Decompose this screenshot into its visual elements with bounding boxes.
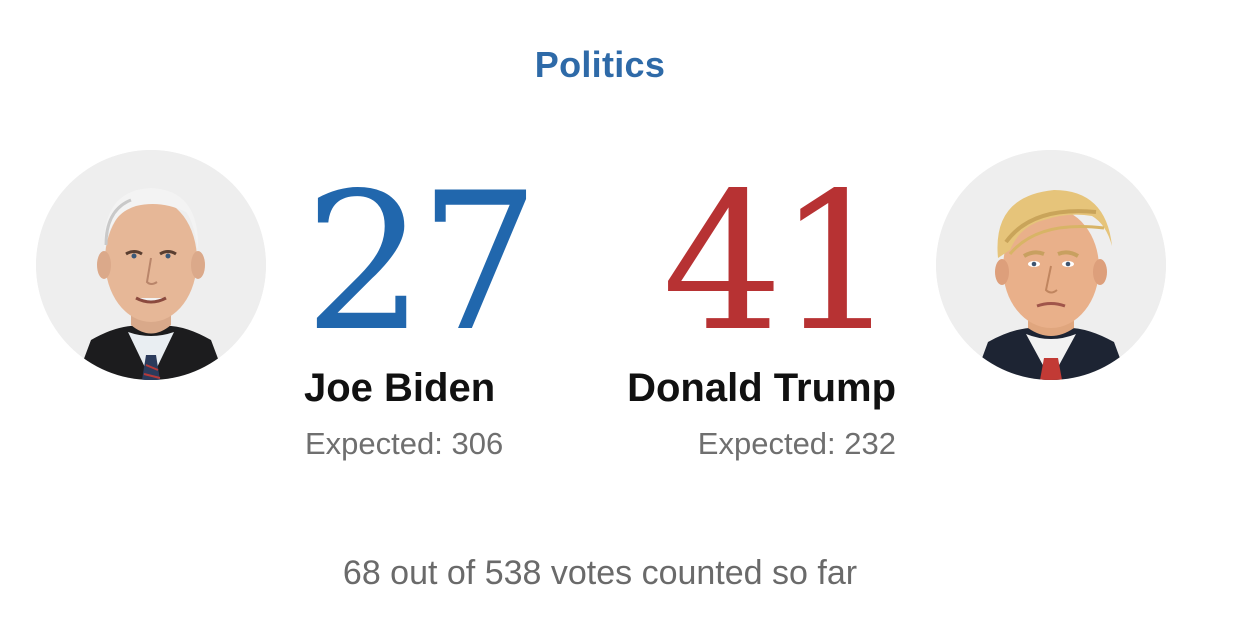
biden-portrait-icon xyxy=(36,150,266,380)
biden-electoral-votes: 27 xyxy=(304,152,540,373)
votes-counted-summary: 68 out of 538 votes counted so far xyxy=(342,554,858,592)
trump-portrait-icon xyxy=(936,150,1166,380)
biden-avatar xyxy=(36,150,266,380)
biden-expected: Expected: 306 xyxy=(305,426,504,461)
biden-name: Joe Biden xyxy=(304,366,496,410)
trump-expected: Expected: 232 xyxy=(697,426,896,461)
section-title-link[interactable]: Politics xyxy=(534,44,666,85)
trump-electoral-votes: 41 xyxy=(662,152,898,373)
trump-name: Donald Trump xyxy=(627,366,896,410)
trump-avatar xyxy=(936,150,1166,380)
